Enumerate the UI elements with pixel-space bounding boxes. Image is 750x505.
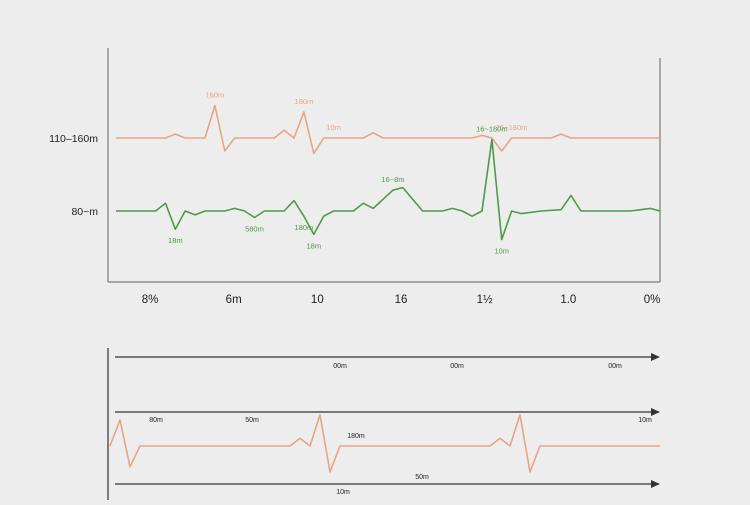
arrow-label-bottom-1: 50m	[415, 474, 429, 481]
x-tick-label-6: 1.0	[560, 294, 576, 306]
x-tick-label-5: 1½	[477, 294, 493, 306]
arrow-label-bottom-2: 10m	[336, 489, 350, 496]
arrow-head-1	[651, 353, 660, 361]
data-label-s2-2: 580m	[245, 225, 264, 234]
arrow-label-top-1: 00m	[333, 363, 347, 370]
data-label-s1-1: 160m	[206, 91, 225, 100]
arrow-label-top-2: 00m	[450, 363, 464, 370]
x-tick-label-4: 16	[395, 294, 408, 306]
data-label-s1-4: 16~180m	[496, 123, 527, 132]
data-label-s2-6: 16~180m	[476, 125, 507, 134]
x-tick-label-2: 6m	[226, 294, 242, 306]
data-label-s1-2: 180m	[295, 97, 314, 106]
arrow-head-2	[651, 408, 660, 416]
data-label-s2-5: 16~8m	[381, 175, 404, 184]
arrow-label-middle-3: 10m	[638, 417, 652, 424]
data-label-s2-4: 180m	[295, 223, 314, 232]
series-line-1	[116, 104, 660, 155]
data-label-s2-1: 18m	[168, 236, 183, 245]
y-label-1: 110–160m	[49, 133, 98, 145]
strip-series-line	[109, 413, 660, 473]
arrow-label-middle-2: 50m	[245, 417, 259, 424]
data-label-s2-3: 18m	[307, 241, 322, 250]
x-tick-label-1: 8%	[142, 294, 159, 306]
arrow-head-3	[651, 480, 660, 488]
x-tick-label-7: 0%	[644, 294, 661, 306]
strip-data-label-1: 180m	[347, 433, 365, 440]
arrow-label-top-3: 00m	[608, 363, 622, 370]
data-label-s1-3: 10m	[326, 123, 341, 132]
series-line-2	[116, 138, 661, 241]
data-label-s2-7: 10m	[494, 247, 509, 256]
x-tick-label-3: 10	[311, 294, 324, 306]
y-label-2: 80~m	[71, 206, 98, 218]
arrow-label-middle-1: 80m	[149, 417, 163, 424]
